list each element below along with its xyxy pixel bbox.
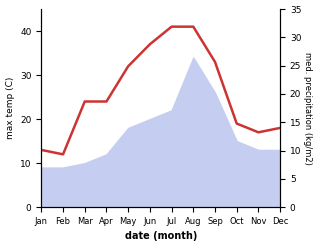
Y-axis label: max temp (C): max temp (C) (5, 77, 15, 139)
Y-axis label: med. precipitation (kg/m2): med. precipitation (kg/m2) (303, 52, 313, 165)
X-axis label: date (month): date (month) (125, 231, 197, 242)
